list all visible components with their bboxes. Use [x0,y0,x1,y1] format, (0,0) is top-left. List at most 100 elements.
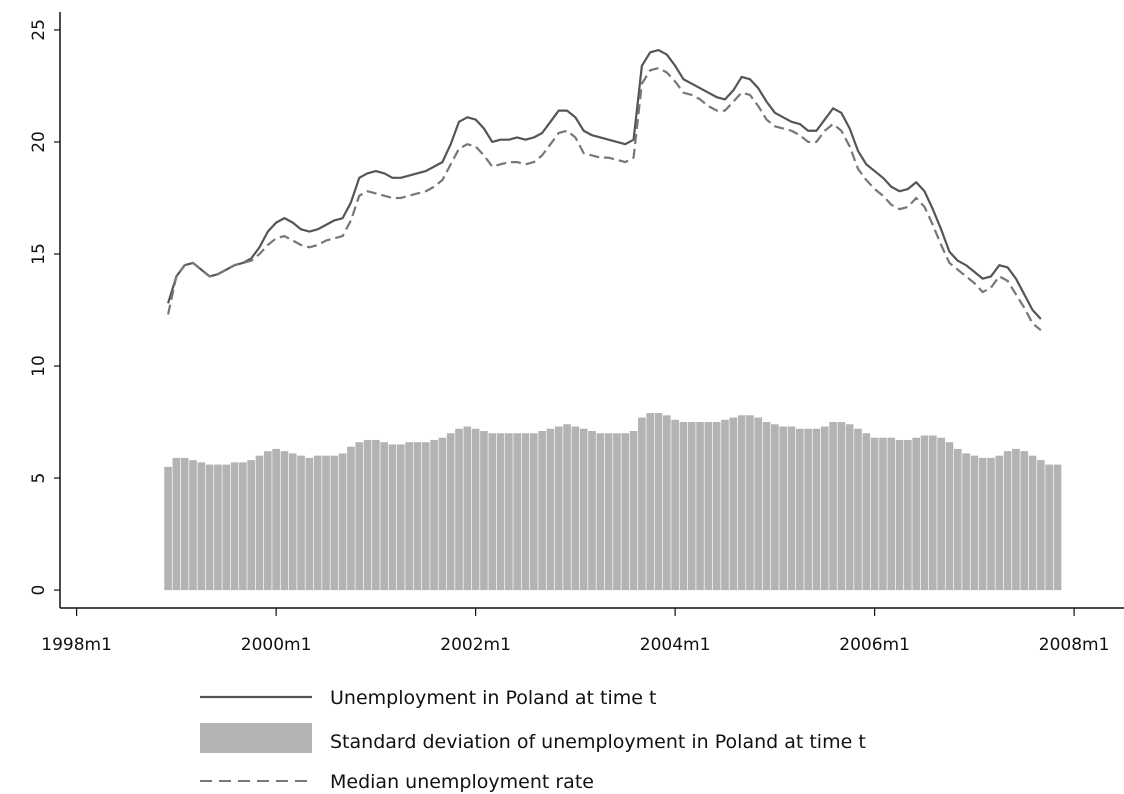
std-dev-bar [239,462,247,591]
std-dev-bar [712,422,721,591]
std-dev-bar [471,428,480,591]
x-tick-label: 2004m1 [640,635,711,655]
legend-label-unemployment: Unemployment in Poland at time t [330,687,656,709]
median-line [166,66,1042,332]
std-dev-bar [480,430,488,591]
std-dev-bar [313,455,322,591]
std-dev-bar [795,428,804,591]
std-dev-bar [496,433,505,591]
std-dev-bar [322,455,330,591]
std-dev-bar [388,444,397,591]
legend: Unemployment in Poland at time t Standar… [200,687,866,793]
std-dev-bar [1003,451,1012,591]
std-dev-bar [363,439,372,591]
std-dev-bar [380,442,389,591]
std-dev-bar [854,428,862,591]
std-dev-bar [197,462,206,591]
std-dev-bar [804,428,812,591]
std-dev-bar [787,426,796,591]
std-dev-bar [654,413,663,591]
std-dev-bar [1028,455,1037,591]
std-dev-bar [230,462,239,591]
std-dev-bar [338,453,347,591]
std-dev-bar [737,415,746,591]
std-dev-bar [729,417,738,591]
std-dev-bar [521,433,530,591]
std-dev-bar [920,435,929,591]
std-dev-bar [263,451,272,591]
std-dev-bar [488,433,497,591]
std-dev-bar [546,428,555,591]
std-dev-bar [538,430,546,591]
axes [59,12,1124,609]
x-ticks: 1998m1 2000m1 2002m1 2004m1 2006m1 2008m1 [41,608,1109,655]
std-dev-bar [887,437,896,591]
std-dev-bar [696,422,704,591]
std-dev-bar [413,442,422,591]
std-dev-bar [912,437,921,591]
y-ticks: 0 5 10 15 20 25 [29,19,60,595]
std-dev-bar [222,464,231,591]
std-dev-bar [1037,460,1045,591]
std-dev-bar [272,448,280,591]
std-dev-bar [405,442,413,591]
std-dev-bar [305,457,314,591]
std-dev-bar [829,422,837,591]
std-dev-bar [1012,448,1020,591]
std-dev-bar [463,426,472,591]
std-dev-bar [721,419,729,591]
std-dev-bar [812,428,821,591]
std-dev-bar [347,446,355,591]
x-tick-label: 2000m1 [241,635,312,655]
std-dev-bar [937,437,945,591]
std-dev-bar [820,426,829,591]
std-dev-bar [754,417,763,591]
std-dev-bar [870,437,879,591]
std-dev-bar [280,451,289,591]
std-dev-bar [513,433,522,591]
std-dev-bar [355,442,364,591]
std-dev-bar [172,457,181,591]
y-tick-label: 10 [29,355,49,377]
std-dev-bar [704,422,713,591]
std-dev-bar [879,437,887,591]
std-dev-bar [372,439,380,591]
std-dev-bar [247,460,256,591]
std-dev-bar [995,455,1004,591]
std-dev-bar [563,424,571,591]
std-dev-bar [746,415,754,591]
std-dev-bar [180,457,189,591]
std-dev-bar [862,433,871,591]
std-dev-bar [330,455,339,591]
std-dev-bar [396,444,405,591]
std-dev-bar [613,433,621,591]
std-dev-bar [596,433,605,591]
std-dev-bar [1020,451,1029,591]
legend-label-std-dev: Standard deviation of unemployment in Po… [330,731,866,753]
x-tick-label: 2008m1 [1039,635,1110,655]
std-dev-bar [646,413,655,591]
std-dev-bar [571,426,580,591]
y-tick-label: 5 [29,473,49,484]
std-dev-bar [671,419,679,591]
std-dev-bar [895,439,904,591]
std-dev-bar [970,455,979,591]
std-dev-bar [164,466,172,591]
std-dev-bar [629,430,638,591]
x-tick-label: 1998m1 [41,635,112,655]
y-tick-label: 25 [29,19,49,41]
std-dev-bar [505,433,513,591]
legend-swatch-std-dev [200,723,312,753]
std-dev-bar [430,439,438,591]
x-tick-label: 2006m1 [839,635,910,655]
std-dev-bar [588,430,596,591]
std-dev-bar [687,422,696,591]
legend-label-median: Median unemployment rate [330,771,594,793]
std-dev-bar [421,442,430,591]
std-dev-bar [771,424,779,591]
std-dev-bar [621,433,630,591]
std-dev-bar [904,439,912,591]
std-dev-bar [579,428,588,591]
y-tick-label: 15 [29,243,49,265]
